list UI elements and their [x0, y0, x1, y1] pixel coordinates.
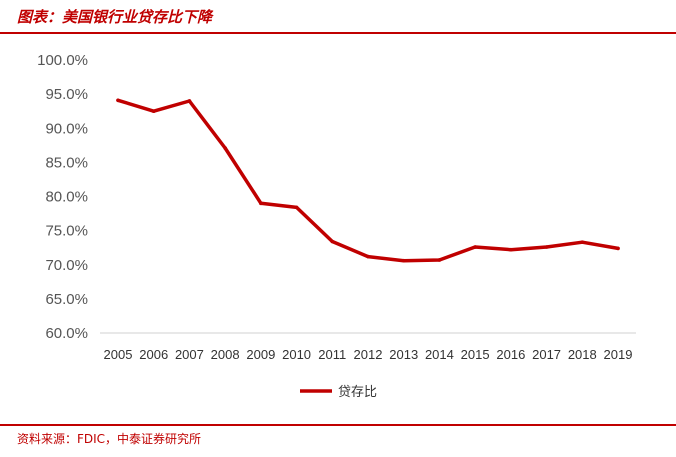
x-tick-label: 2013: [389, 347, 418, 362]
title-bar: 图表：美国银行业贷存比下降: [0, 0, 676, 34]
x-tick-label: 2007: [175, 347, 204, 362]
x-tick-label: 2014: [425, 347, 454, 362]
x-tick-label: 2011: [318, 347, 346, 362]
footer-divider: [0, 424, 676, 426]
data-point: [187, 99, 192, 103]
data-point: [580, 240, 585, 245]
line-chart: 100.0% 95.0% 90.0% 85.0% 80.0% 75.0% 70.0% 65.0…: [37, 52, 636, 400]
data-point: [544, 245, 549, 249]
y-axis-ticks: 100.0% 95.0% 90.0% 85.0% 80.0% 75.0% 70.0% 65.0…: [37, 52, 88, 342]
data-point: [616, 246, 620, 251]
data-point: [151, 109, 156, 113]
y-tick-label: 65.0%: [45, 291, 88, 308]
data-point: [473, 245, 477, 249]
data-point: [259, 201, 263, 206]
chart-title: 图表：美国银行业贷存比下降: [17, 8, 213, 26]
y-tick-label: 85.0%: [45, 154, 88, 171]
y-tick-label: 75.0%: [45, 223, 88, 240]
x-tick-label: 2005: [104, 347, 133, 362]
data-point: [294, 205, 299, 210]
y-tick-label: 90.0%: [45, 120, 88, 137]
data-point: [330, 239, 335, 244]
data-point: [401, 258, 406, 263]
data-point: [509, 247, 513, 252]
x-tick-label: 2006: [139, 347, 168, 362]
series-points: [116, 98, 620, 263]
y-tick-label: 60.0%: [45, 325, 88, 342]
data-point: [437, 258, 442, 262]
data-point: [116, 98, 120, 103]
x-tick-label: 2012: [354, 347, 383, 362]
x-tick-label: 2019: [604, 347, 633, 362]
y-tick-label: 95.0%: [45, 86, 88, 103]
source-note: 资料来源：FDIC，中泰证券研究所: [17, 432, 202, 446]
x-tick-label: 2008: [211, 347, 240, 362]
x-tick-label: 2018: [568, 347, 597, 362]
y-tick-label: 70.0%: [45, 257, 88, 274]
data-point: [223, 146, 227, 150]
x-tick-label: 2016: [496, 347, 525, 362]
data-point: [366, 254, 370, 259]
x-tick-label: 2009: [246, 347, 275, 362]
series-line-loan-deposit-ratio: [116, 98, 620, 263]
x-axis-ticks: 2005 2006 2007 2008 2009 2010 2011 2012 2013 2014…: [104, 347, 633, 362]
legend-label: 贷存比: [338, 385, 377, 400]
x-tick-label: 2015: [461, 347, 490, 362]
y-tick-label: 80.0%: [45, 189, 88, 206]
x-tick-label: 2010: [282, 347, 311, 362]
x-tick-label: 2017: [532, 347, 561, 362]
y-tick-label: 100.0%: [37, 52, 88, 69]
legend: 贷存比: [300, 385, 377, 400]
